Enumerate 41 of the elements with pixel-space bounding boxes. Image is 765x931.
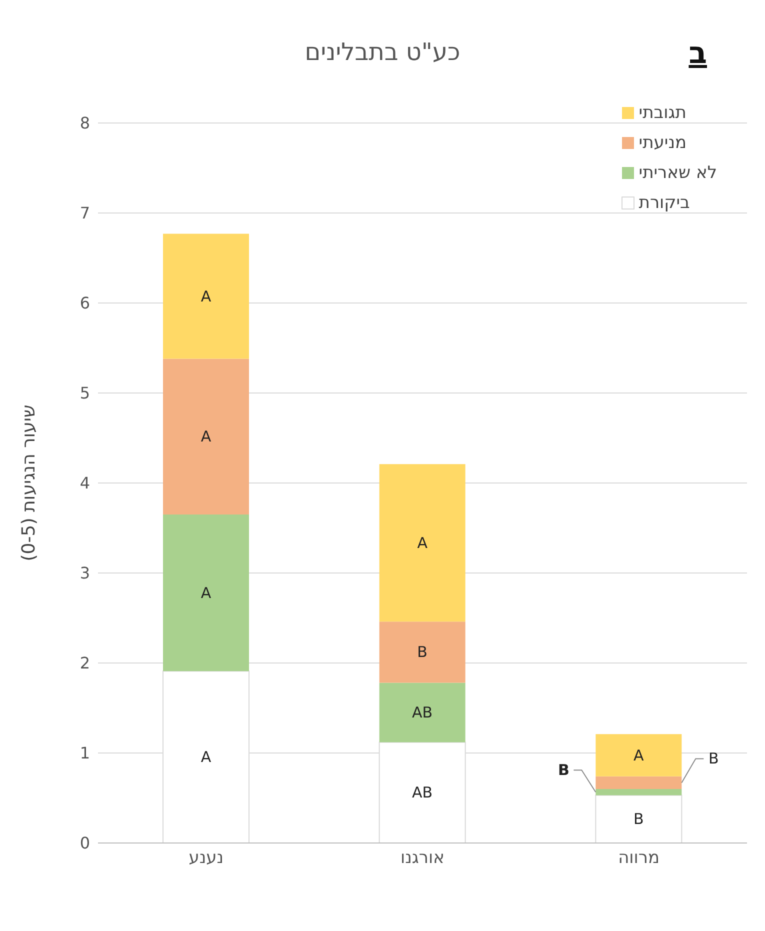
y-tick-label: 8 [80, 114, 90, 133]
bar [163, 514, 249, 672]
legend-label: ביקורת [638, 193, 690, 213]
bar [163, 234, 249, 359]
data-label: A [200, 748, 212, 766]
bar [595, 794, 682, 843]
bar [596, 776, 682, 789]
bar [379, 464, 466, 622]
data-label: A [417, 534, 428, 552]
text: ב [688, 36, 707, 71]
y-tick-label: 7 [80, 204, 90, 223]
data-label: B [558, 761, 570, 780]
data-label: A [634, 746, 645, 764]
bar [596, 789, 682, 796]
data-label: AB [412, 784, 433, 802]
x-tick-label: נענע [188, 848, 224, 868]
x-tick-label: מרווה [618, 848, 660, 868]
y-tick-label: 0 [80, 834, 90, 853]
y-axis-title: שיעור הנגיעות (0-5) [18, 404, 40, 562]
y-tick-label: 3 [80, 564, 90, 583]
bar [163, 358, 249, 514]
legend-label: מניעתי [638, 133, 687, 153]
y-tick-label: 1 [80, 744, 90, 763]
y-tick-label: 6 [80, 294, 90, 313]
y-tick-label: 5 [80, 384, 90, 403]
data-label: A [200, 287, 212, 306]
data-label: B [417, 643, 428, 662]
y-tick-label: 4 [80, 474, 90, 493]
data-label: B [708, 750, 719, 768]
chart-title: כע"ט בתבלינים [304, 38, 460, 66]
bar [379, 622, 466, 683]
legend-label: תגובתי [638, 103, 686, 123]
legend-label: לא שאריתי [638, 163, 717, 183]
x-tick-label: אורגנו [400, 848, 445, 868]
data-label: A [200, 584, 212, 602]
data-label: B [634, 810, 644, 828]
data-label: AB [412, 704, 433, 722]
bar [379, 682, 466, 742]
y-tick-label: 2 [80, 654, 90, 673]
data-label: A [200, 428, 212, 446]
bar [596, 734, 682, 776]
